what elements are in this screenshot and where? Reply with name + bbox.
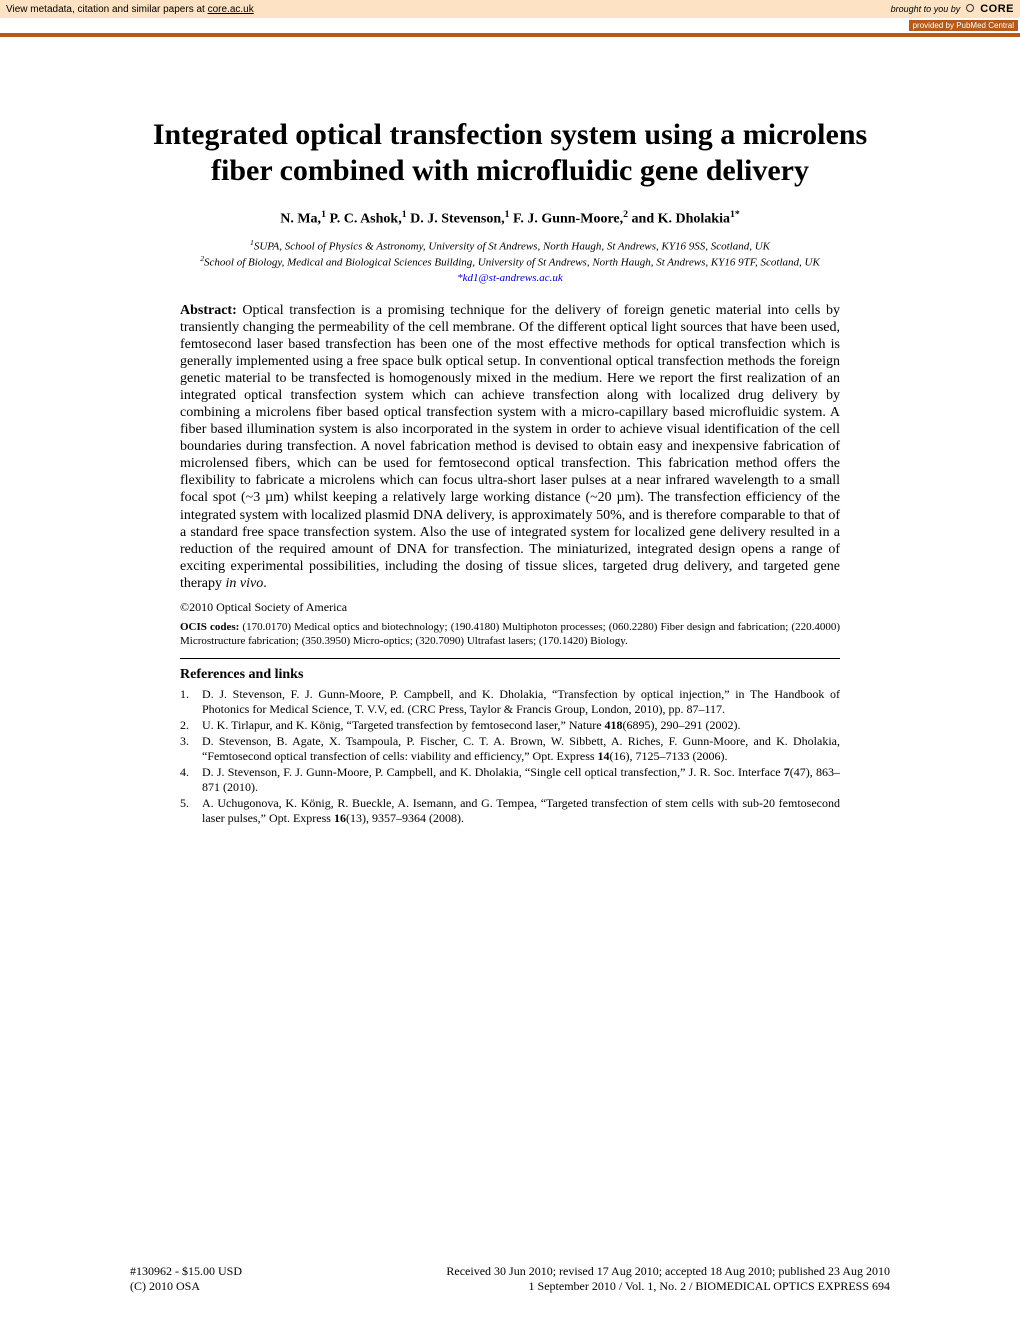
abstract-invivo: in vivo	[225, 576, 263, 591]
ref-text: U. K. Tirlapur, and K. König, “Targeted …	[202, 718, 840, 733]
core-logo-text[interactable]: CORE	[980, 3, 1014, 15]
ref-text: D. J. Stevenson, F. J. Gunn-Moore, P. Ca…	[202, 687, 840, 717]
abstract-body: Optical transfection is a promising tech…	[180, 303, 840, 591]
core-logo-icon	[964, 4, 974, 14]
paper-page: Integrated optical transfection system u…	[0, 37, 1020, 867]
abstract-block: Abstract: Optical transfection is a prom…	[130, 302, 890, 592]
ref-num: 2.	[180, 718, 202, 733]
ocis-codes: OCIS codes: (170.0170) Medical optics an…	[130, 615, 890, 655]
abstract-period: .	[263, 576, 267, 591]
affiliation-2: 2School of Biology, Medical and Biologic…	[130, 254, 890, 270]
reference-item: 3.D. Stevenson, B. Agate, X. Tsampoula, …	[180, 734, 840, 764]
brought-by: brought to you by	[891, 4, 961, 14]
author-list: N. Ma,1 P. C. Ashok,1 D. J. Stevenson,1 …	[130, 209, 890, 228]
ref-text: A. Uchugonova, K. König, R. Bueckle, A. …	[202, 796, 840, 826]
footer-copyright: (C) 2010 OSA	[130, 1279, 200, 1294]
corresponding-email[interactable]: *kd1@st-andrews.ac.uk	[130, 272, 890, 284]
ocis-label: OCIS codes:	[180, 621, 239, 633]
ocis-body: (170.0170) Medical optics and biotechnol…	[180, 621, 840, 647]
page-footer: #130962 - $15.00 USD Received 30 Jun 201…	[130, 1264, 890, 1294]
reference-item: 1.D. J. Stevenson, F. J. Gunn-Moore, P. …	[180, 687, 840, 717]
copyright-line: ©2010 Optical Society of America	[130, 592, 890, 615]
ref-num: 1.	[180, 687, 202, 717]
ref-num: 5.	[180, 796, 202, 826]
banner-left[interactable]: View metadata, citation and similar pape…	[6, 4, 254, 15]
provided-by: provided by PubMed Central	[909, 20, 1018, 31]
references-list: 1.D. J. Stevenson, F. J. Gunn-Moore, P. …	[130, 687, 890, 826]
reference-item: 4.D. J. Stevenson, F. J. Gunn-Moore, P. …	[180, 765, 840, 795]
abstract-label: Abstract:	[180, 303, 237, 318]
core-link[interactable]: core.ac.uk	[208, 4, 254, 15]
ref-num: 4.	[180, 765, 202, 795]
banner-text: View metadata, citation and similar pape…	[6, 4, 208, 15]
reference-item: 5.A. Uchugonova, K. König, R. Bueckle, A…	[180, 796, 840, 826]
references-heading: References and links	[130, 663, 890, 687]
ref-text: D. J. Stevenson, F. J. Gunn-Moore, P. Ca…	[202, 765, 840, 795]
separator-rule	[180, 658, 840, 659]
paper-title: Integrated optical transfection system u…	[130, 117, 890, 189]
issue-info: 1 September 2010 / Vol. 1, No. 2 / BIOME…	[529, 1279, 890, 1294]
affiliation-1: 1SUPA, School of Physics & Astronomy, Un…	[130, 238, 890, 254]
ref-num: 3.	[180, 734, 202, 764]
received-dates: Received 30 Jun 2010; revised 17 Aug 201…	[446, 1264, 890, 1279]
banner-right: brought to you by CORE	[891, 3, 1014, 15]
article-id: #130962 - $15.00 USD	[130, 1264, 242, 1279]
core-banner: View metadata, citation and similar pape…	[0, 0, 1020, 18]
ref-text: D. Stevenson, B. Agate, X. Tsampoula, P.…	[202, 734, 840, 764]
reference-item: 2.U. K. Tirlapur, and K. König, “Targete…	[180, 718, 840, 733]
